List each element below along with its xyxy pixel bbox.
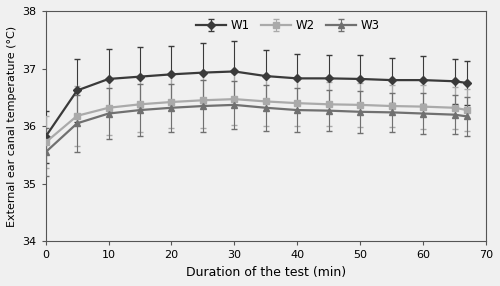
Y-axis label: External ear canal temperature (°C): External ear canal temperature (°C): [7, 26, 17, 227]
X-axis label: Duration of the test (min): Duration of the test (min): [186, 266, 346, 279]
Legend: W1, W2, W3: W1, W2, W3: [194, 17, 382, 35]
